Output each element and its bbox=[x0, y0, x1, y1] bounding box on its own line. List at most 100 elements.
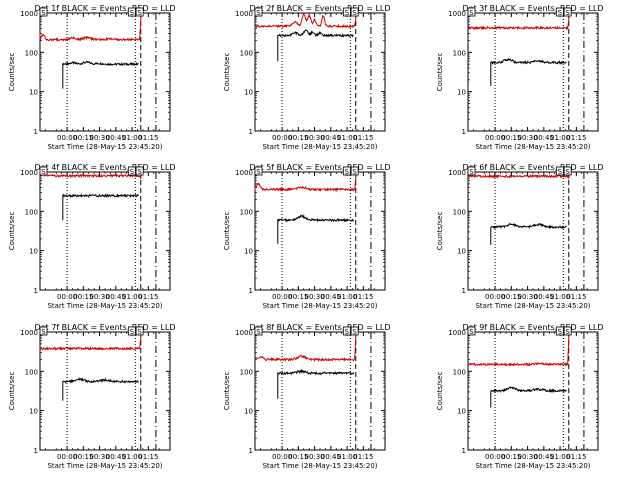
x-tick-label: 00:00 bbox=[57, 134, 77, 142]
events-series-line bbox=[490, 386, 567, 408]
y-tick-label: 1 bbox=[462, 128, 466, 136]
x-tick-label: 01:15 bbox=[353, 293, 373, 301]
x-tick-label: 01:15 bbox=[138, 293, 158, 301]
y-tick-label: 1000 bbox=[20, 329, 38, 337]
x-tick-label: 00:45 bbox=[106, 134, 126, 142]
y-axis-label: Counts/sec bbox=[436, 212, 444, 251]
corner-marker-box bbox=[350, 166, 359, 176]
corner-marker-label: S bbox=[137, 328, 142, 336]
lld-series-line bbox=[254, 171, 357, 193]
detector-panel: Det 4f BLACK = Events, RED = LLD 1 10 100 10… bbox=[8, 163, 176, 310]
x-tick-label: 01:00 bbox=[550, 293, 570, 301]
y-axis-label: Counts/sec bbox=[436, 372, 444, 411]
lld-series-line bbox=[467, 331, 570, 368]
x-tick-label: 01:00 bbox=[122, 293, 142, 301]
corner-marker-box bbox=[342, 166, 351, 176]
x-tick-label: 00:30 bbox=[89, 453, 109, 461]
panel-title: Det 6f BLACK = Events, RED = LLD bbox=[462, 163, 603, 172]
corner-marker-box bbox=[39, 166, 48, 176]
x-tick-label: 00:30 bbox=[517, 293, 537, 301]
corner-marker-label: S bbox=[130, 328, 135, 336]
corner-marker-label: S bbox=[469, 168, 474, 176]
y-tick-label: 100 bbox=[240, 49, 253, 57]
detector-panel: Det 3f BLACK = Events, RED = LLD 1 10 100 10… bbox=[436, 4, 604, 151]
corner-marker-box bbox=[254, 326, 263, 336]
corner-marker-box bbox=[135, 166, 144, 176]
x-tick-label: 01:00 bbox=[550, 134, 570, 142]
x-axis-label: Start Time (28-May-15 23:45:20) bbox=[47, 302, 162, 310]
x-tick-label: 01:00 bbox=[337, 453, 357, 461]
y-tick-label: 10 bbox=[457, 89, 466, 97]
y-tick-label: 100 bbox=[25, 49, 38, 57]
corner-marker-box bbox=[254, 7, 263, 17]
corner-marker-box bbox=[555, 326, 564, 336]
x-tick-label: 00:00 bbox=[485, 293, 505, 301]
corner-marker-box bbox=[563, 7, 572, 17]
lld-series-line bbox=[39, 12, 142, 42]
y-tick-label: 100 bbox=[240, 208, 253, 216]
x-tick-label: 01:00 bbox=[337, 293, 357, 301]
y-axis-label: Counts/sec bbox=[223, 212, 231, 251]
y-tick-label: 1 bbox=[462, 447, 466, 455]
corner-marker-label: S bbox=[256, 328, 261, 336]
plot-frame bbox=[39, 331, 171, 451]
y-tick-label: 10 bbox=[244, 408, 253, 416]
y-tick-label: 100 bbox=[453, 368, 466, 376]
plot-frame bbox=[467, 12, 599, 132]
y-tick-label: 10 bbox=[29, 408, 38, 416]
detector-panel: Det 1f BLACK = Events, RED = LLD 1 10 100 10… bbox=[8, 4, 176, 151]
lld-series-line bbox=[39, 171, 142, 180]
x-tick-label: 00:00 bbox=[57, 453, 77, 461]
x-tick-label: 00:30 bbox=[517, 453, 537, 461]
x-tick-label: 01:00 bbox=[122, 453, 142, 461]
corner-marker-box bbox=[467, 7, 476, 17]
plot-frame bbox=[467, 331, 599, 451]
plot-frame bbox=[467, 171, 599, 291]
corner-marker-box bbox=[563, 326, 572, 336]
y-tick-label: 10 bbox=[29, 89, 38, 97]
x-tick-label: 00:45 bbox=[534, 134, 554, 142]
y-tick-label: 1 bbox=[249, 287, 253, 295]
x-tick-label: 00:30 bbox=[304, 453, 324, 461]
x-tick-label: 00:45 bbox=[534, 453, 554, 461]
y-tick-label: 1000 bbox=[235, 10, 253, 18]
corner-marker-label: S bbox=[469, 9, 474, 17]
plot-frame bbox=[39, 12, 171, 132]
x-tick-label: 00:30 bbox=[304, 293, 324, 301]
y-tick-label: 1 bbox=[34, 128, 38, 136]
x-tick-label: 01:15 bbox=[138, 453, 158, 461]
y-axis-label: Counts/sec bbox=[8, 212, 16, 251]
x-tick-label: 01:15 bbox=[138, 134, 158, 142]
corner-marker-label: S bbox=[41, 9, 46, 17]
corner-marker-label: S bbox=[41, 168, 46, 176]
y-tick-label: 1000 bbox=[448, 10, 466, 18]
corner-marker-label: S bbox=[469, 328, 474, 336]
events-series-line bbox=[277, 29, 354, 62]
x-tick-label: 01:15 bbox=[566, 293, 586, 301]
x-tick-label: 00:30 bbox=[89, 293, 109, 301]
panel-title: Det 2f BLACK = Events, RED = LLD bbox=[249, 4, 390, 13]
corner-marker-box bbox=[555, 166, 564, 176]
x-tick-label: 00:15 bbox=[73, 293, 93, 301]
corner-marker-box bbox=[39, 7, 48, 17]
detector-panel: Det 5f BLACK = Events, RED = LLD 1 10 100 10… bbox=[223, 163, 391, 310]
corner-marker-label: S bbox=[565, 9, 570, 17]
x-tick-label: 00:15 bbox=[288, 453, 308, 461]
x-tick-label: 00:00 bbox=[272, 134, 292, 142]
detector-panel: Det 8f BLACK = Events, RED = LLD 1 10 100 10… bbox=[223, 323, 391, 470]
x-axis-label: Start Time (28-May-15 23:45:20) bbox=[475, 143, 590, 151]
x-tick-label: 01:15 bbox=[353, 453, 373, 461]
corner-marker-box bbox=[563, 166, 572, 176]
panel-title: Det 8f BLACK = Events, RED = LLD bbox=[249, 323, 390, 332]
y-tick-label: 1000 bbox=[448, 169, 466, 177]
y-tick-label: 1000 bbox=[448, 329, 466, 337]
x-axis-label: Start Time (28-May-15 23:45:20) bbox=[262, 302, 377, 310]
y-tick-label: 10 bbox=[457, 408, 466, 416]
corner-marker-label: S bbox=[41, 328, 46, 336]
events-series-line bbox=[62, 60, 139, 89]
y-tick-label: 1 bbox=[462, 287, 466, 295]
corner-marker-label: S bbox=[558, 328, 563, 336]
y-axis-label: Counts/sec bbox=[223, 53, 231, 92]
x-tick-label: 00:15 bbox=[501, 453, 521, 461]
detector-panel: Det 9f BLACK = Events, RED = LLD 1 10 100 10… bbox=[436, 323, 604, 470]
